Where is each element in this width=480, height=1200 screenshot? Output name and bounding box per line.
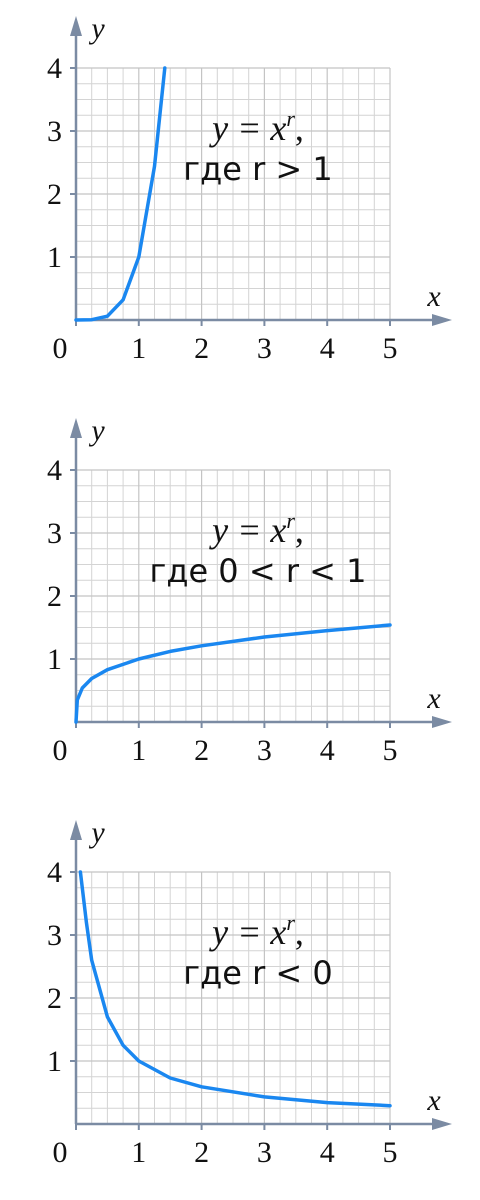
x-axis-arrow [432,1118,452,1130]
x-axis-label: x [426,682,441,715]
y-tick-label: 4 [47,52,62,85]
formula-base: y = x [209,510,286,550]
x-tick-label: 5 [383,332,398,365]
y-axis-arrow [70,16,82,36]
y-axis-label: y [88,816,105,849]
formula-suffix: , [295,108,304,148]
formula-exponent: r [286,508,295,533]
x-tick-label: 4 [320,734,335,767]
y-tick-label: 4 [47,454,62,487]
x-tick-label: 2 [194,734,209,767]
x-tick-label: 2 [194,1136,209,1169]
formula: y = xr, [209,910,304,952]
formula: y = xr, [209,508,304,550]
x-tick-label: 1 [131,734,146,767]
y-axis-label: y [88,414,105,447]
formula-exponent: r [286,910,295,935]
curve [78,870,392,1108]
condition: где r < 0 [183,954,332,992]
y-tick-label: 3 [47,115,62,148]
chart: x y 0 1 2 3 4 5 1 2 3 4 y = xr,где r > 1 [47,12,452,365]
formula-suffix: , [295,912,304,952]
chart: x y 0 1 2 3 4 5 1 2 3 4 y = xr,где r < 0 [47,816,452,1169]
y-axis-arrow [70,418,82,438]
condition: где 0 < r < 1 [150,552,367,590]
formula-base: y = x [209,912,286,952]
y-axis-label: y [88,12,105,45]
formula-suffix: , [295,510,304,550]
x-tick-label: 5 [383,1136,398,1169]
x-tick-label: 0 [53,734,68,767]
y-tick-label: 2 [47,178,62,211]
y-tick-label: 1 [47,1045,62,1078]
x-tick-label: 3 [257,734,272,767]
x-axis-arrow [432,314,452,326]
y-tick-label: 3 [47,517,62,550]
y-tick-label: 3 [47,919,62,952]
x-tick-label: 4 [320,1136,335,1169]
x-axis-label: x [426,1084,441,1117]
y-tick-label: 2 [47,982,62,1015]
formula-base: y = x [209,108,286,148]
x-tick-label: 5 [383,734,398,767]
x-tick-label: 1 [131,1136,146,1169]
chart: x y 0 1 2 3 4 5 1 2 3 4 y = xr,где 0 < r < 1 [47,414,452,767]
x-tick-label: 2 [194,332,209,365]
x-tick-label: 4 [320,332,335,365]
curve [74,623,392,724]
x-tick-label: 3 [257,332,272,365]
condition: где r > 1 [183,150,332,188]
y-tick-label: 1 [47,241,62,274]
x-axis-arrow [432,716,452,728]
x-tick-label: 3 [257,1136,272,1169]
x-tick-label: 1 [131,332,146,365]
x-axis-label: x [426,280,441,313]
formula: y = xr, [209,106,304,148]
curve [74,66,167,322]
y-tick-label: 2 [47,580,62,613]
formula-exponent: r [286,106,295,131]
y-tick-label: 1 [47,643,62,676]
x-tick-label: 0 [53,1136,68,1169]
y-axis-arrow [70,820,82,840]
y-tick-label: 4 [47,856,62,889]
x-tick-label: 0 [53,332,68,365]
